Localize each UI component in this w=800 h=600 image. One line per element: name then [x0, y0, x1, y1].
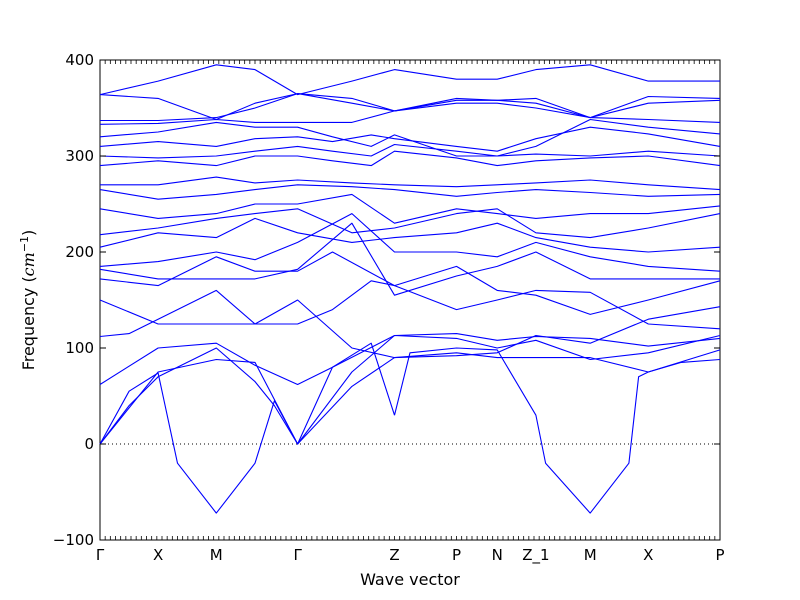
plot-frame — [99, 59, 721, 541]
x-tick-label: Z_1 — [522, 546, 549, 565]
x-tick-label: Γ — [96, 546, 105, 564]
y-axis-label: Frequency (cm−1) — [18, 230, 38, 371]
band-line-19 — [99, 118, 721, 157]
y-axis-label-unit: cm — [19, 252, 38, 276]
y-tick-label: 100 — [65, 339, 94, 357]
band-line-4 — [99, 334, 721, 445]
x-tick-label: N — [492, 546, 503, 564]
band-line-13 — [99, 193, 721, 224]
y-tick-label: 400 — [65, 51, 94, 69]
band-line-12 — [99, 208, 721, 239]
y-tick-label: 200 — [65, 243, 94, 261]
y-tick-label: −100 — [53, 531, 94, 549]
band-line-10 — [99, 213, 721, 272]
band-line-15 — [100, 176, 721, 191]
y-axis-label-close: ) — [19, 230, 38, 236]
y-tick-label: 300 — [65, 147, 94, 165]
band-line-23 — [99, 64, 720, 96]
band-line-6 — [99, 289, 721, 359]
band-line-7 — [99, 280, 721, 330]
band-line-11 — [99, 217, 721, 253]
band-line-21 — [100, 93, 721, 122]
band-line-22 — [99, 93, 721, 121]
x-ticks: Γ X M Γ Z P N Z_1 M X P — [96, 60, 725, 565]
x-tick-label: Z — [389, 546, 399, 564]
band-line-3 — [99, 347, 721, 445]
x-tick-label: P — [715, 546, 724, 564]
x-tick-label: Γ — [293, 546, 302, 564]
band-line-1 — [99, 342, 396, 514]
band-line-14 — [99, 184, 721, 200]
series-group — [99, 64, 721, 514]
band-line-16 — [99, 150, 721, 167]
x-tick-label: M — [210, 546, 223, 564]
x-tick-label: X — [153, 546, 163, 564]
y-axis-label-exponent: −1 — [18, 236, 31, 252]
band-line-8 — [99, 251, 721, 315]
band-line-17 — [99, 143, 721, 159]
x-tick-label: M — [584, 546, 597, 564]
x-tick-label: X — [643, 546, 653, 564]
plot-area: 400 300 200 100 0 −100 Γ X M Γ Z P N Z_1 M X P — [53, 51, 725, 565]
x-axis-label: Wave vector — [360, 570, 460, 589]
band-line-2 — [393, 347, 721, 514]
band-line-18 — [99, 126, 721, 152]
y-ticks: 400 300 200 100 0 −100 — [53, 51, 720, 549]
y-axis-label-text: Frequency ( — [19, 276, 38, 370]
y-tick-label: 0 — [84, 435, 94, 453]
x-tick-label: P — [452, 546, 461, 564]
band-line-5 — [99, 333, 721, 386]
band-line-9 — [99, 222, 720, 296]
band-line-20 — [99, 102, 721, 125]
